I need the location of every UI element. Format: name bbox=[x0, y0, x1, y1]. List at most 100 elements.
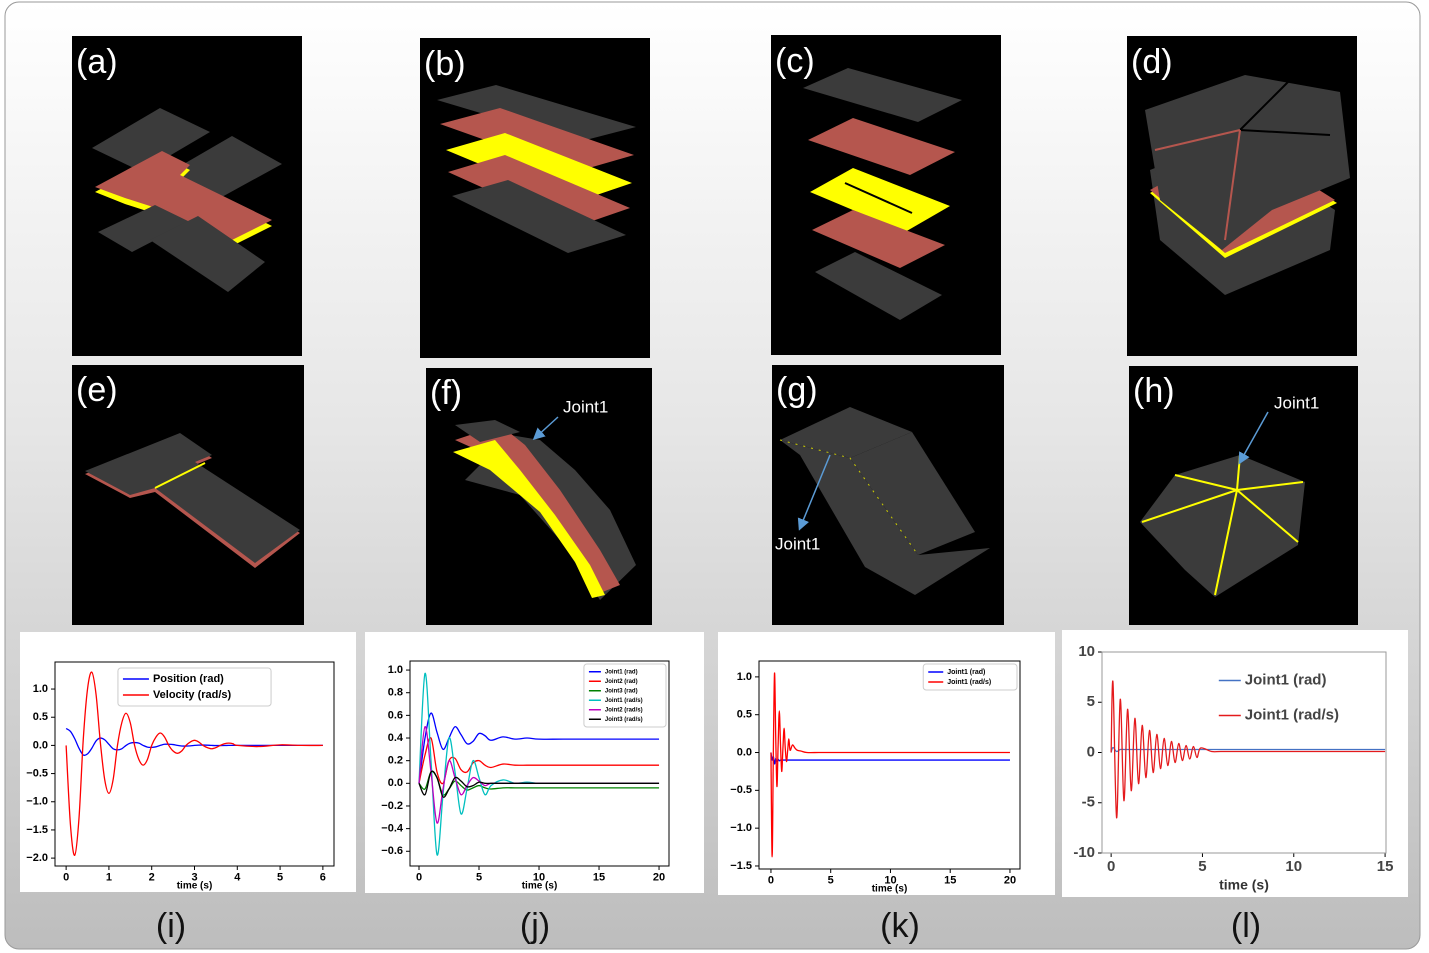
y-tick-label: 0.5 bbox=[33, 711, 48, 723]
caption: (i) bbox=[156, 907, 186, 945]
caption: (k) bbox=[880, 907, 920, 945]
y-tick-label: 1.0 bbox=[388, 664, 403, 676]
x-tick-label: 15 bbox=[593, 872, 605, 884]
y-tick-label: −0.4 bbox=[381, 823, 404, 835]
chart: 0 5 10 15 20 −0.6 −0.4 −0.2 0.0 0.2 0.4 0.6 0.8 1.0 ti… bbox=[365, 632, 704, 893]
x-tick-label: 4 bbox=[234, 872, 241, 884]
line-series bbox=[65, 727, 323, 757]
y-tick-label: 1.0 bbox=[33, 683, 48, 695]
x-tick-label: 5 bbox=[277, 872, 283, 884]
x-axis-label: time (s) bbox=[872, 884, 908, 895]
x-tick-label: 15 bbox=[1377, 858, 1394, 875]
panel: (e) bbox=[72, 365, 304, 625]
x-tick-label: 10 bbox=[1285, 858, 1302, 875]
legend-label: Joint1 (rad) bbox=[605, 669, 638, 675]
plot-area bbox=[418, 672, 660, 856]
panel: (b) bbox=[420, 38, 650, 358]
panel: (a) bbox=[72, 36, 302, 356]
y-tick-label: 1.0 bbox=[737, 671, 752, 683]
legend-frame bbox=[117, 667, 272, 707]
panel-label: (e) bbox=[76, 371, 118, 409]
legend-label: Joint1 (rad) bbox=[947, 669, 985, 676]
panel: Joint1 (f) bbox=[426, 368, 652, 625]
x-tick-label: 1 bbox=[106, 872, 112, 884]
panel: (c) bbox=[771, 35, 1001, 355]
y-tick-label: 0.2 bbox=[388, 755, 403, 767]
y-tick-label: 0.0 bbox=[388, 777, 403, 789]
x-tick-label: 15 bbox=[944, 875, 956, 887]
x-axis-label: time (s) bbox=[522, 881, 558, 892]
x-axis-label: time (s) bbox=[177, 881, 213, 892]
legend-label: Position (rad) bbox=[153, 673, 224, 685]
line-series bbox=[1110, 680, 1386, 819]
panel-label: (f) bbox=[430, 374, 462, 412]
panel: Joint1 (h) bbox=[1129, 366, 1358, 625]
x-tick-label: 0 bbox=[416, 872, 422, 884]
y-tick-label: 0 bbox=[1087, 743, 1095, 760]
y-tick-label: −1.0 bbox=[730, 822, 752, 834]
y-tick-label: −1.0 bbox=[26, 796, 48, 808]
legend-frame bbox=[583, 663, 667, 728]
y-tick-label: −1.5 bbox=[26, 824, 48, 836]
panel: (d) bbox=[1127, 36, 1357, 356]
annotation: Joint1 bbox=[1274, 393, 1319, 412]
plot-frame bbox=[54, 661, 335, 867]
chart: 0 5 10 15 -10 -5 0 5 10 time (s) Joint1 (rad) Joint… bbox=[1062, 630, 1408, 897]
y-tick-label: 0.5 bbox=[737, 709, 752, 721]
legend-label: Joint3 (rad/s) bbox=[605, 717, 643, 723]
x-tick-label: 3 bbox=[191, 872, 197, 884]
x-tick-label: 0 bbox=[63, 872, 69, 884]
legend-label: Joint3 (rad) bbox=[605, 688, 638, 694]
y-tick-label: 0.4 bbox=[388, 732, 404, 744]
legend-frame bbox=[922, 663, 1018, 691]
plot-frame bbox=[758, 660, 1021, 870]
line-series bbox=[770, 672, 1010, 858]
panel: Joint1 (g) bbox=[772, 365, 1004, 625]
y-tick-label: 0.8 bbox=[388, 687, 403, 699]
panel-label: (c) bbox=[775, 42, 815, 80]
y-tick-label: -5 bbox=[1082, 794, 1095, 811]
chart: 0 5 10 15 20 −1.5 −1.0 −0.5 0.0 0.5 1.0 time (s) Joi… bbox=[718, 632, 1055, 895]
chart-background bbox=[1062, 630, 1408, 897]
y-tick-label: 10 bbox=[1078, 643, 1095, 660]
x-tick-label: 5 bbox=[828, 875, 834, 887]
panel-label: (b) bbox=[424, 45, 466, 83]
x-tick-label: 0 bbox=[1107, 858, 1115, 875]
plot-area bbox=[1110, 680, 1386, 819]
legend-label: Velocity (rad/s) bbox=[153, 689, 232, 701]
y-tick-label: -10 bbox=[1073, 844, 1095, 861]
y-tick-label: −0.5 bbox=[730, 784, 752, 796]
y-tick-label: 5 bbox=[1087, 693, 1095, 710]
plot-frame bbox=[1101, 651, 1387, 854]
panel-label: (a) bbox=[76, 43, 118, 81]
y-tick-label: −0.5 bbox=[26, 767, 48, 779]
x-axis-label: time (s) bbox=[1219, 877, 1269, 893]
legend-label: Joint2 (rad) bbox=[605, 679, 638, 685]
panel-label: (h) bbox=[1133, 372, 1175, 410]
legend-label: Joint1 (rad/s) bbox=[1245, 706, 1339, 723]
line-series bbox=[418, 736, 660, 785]
x-tick-label: 6 bbox=[320, 872, 326, 884]
line-series bbox=[418, 770, 660, 798]
panel-label: (g) bbox=[776, 371, 818, 409]
legend-label: Joint1 (rad/s) bbox=[947, 679, 991, 686]
x-tick-label: 0 bbox=[768, 875, 774, 887]
plot-area bbox=[770, 672, 1010, 858]
x-tick-label: 10 bbox=[884, 875, 896, 887]
line-series bbox=[65, 671, 323, 856]
x-tick-label: 10 bbox=[533, 872, 545, 884]
panel-label: (d) bbox=[1131, 43, 1173, 81]
y-tick-label: 0.0 bbox=[33, 739, 48, 751]
line-series bbox=[1110, 746, 1386, 753]
y-tick-label: −0.2 bbox=[381, 800, 403, 812]
annotation: Joint1 bbox=[563, 397, 608, 416]
y-tick-label: −2.0 bbox=[26, 852, 48, 864]
plot-frame bbox=[409, 660, 670, 867]
y-tick-label: −0.6 bbox=[381, 845, 403, 857]
annotation: Joint1 bbox=[775, 534, 820, 553]
x-tick-label: 20 bbox=[1004, 875, 1016, 887]
x-tick-label: 5 bbox=[476, 872, 482, 884]
caption: (j) bbox=[520, 907, 550, 945]
chart: 0 1 2 3 4 5 6 −2.0 −1.5 −1.0 −0.5 0.0 0.5 1.0 time (s)… bbox=[20, 632, 356, 892]
